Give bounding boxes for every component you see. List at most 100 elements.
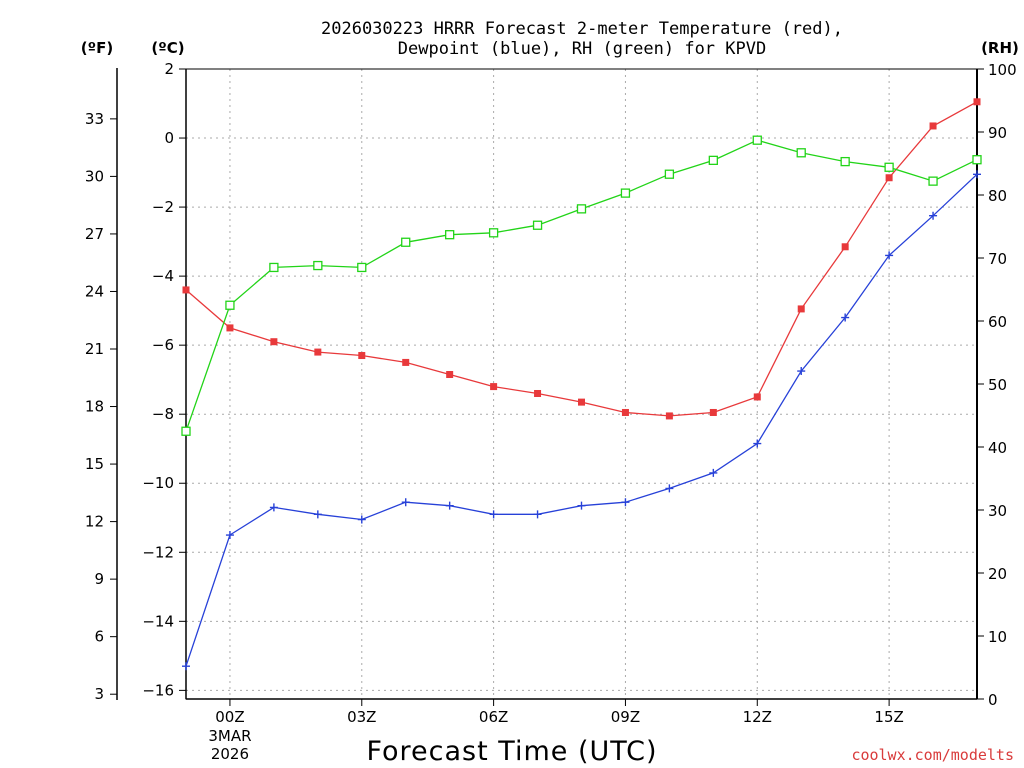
dewpoint-line: [185, 173, 978, 667]
2-meter-temperature-point: [578, 398, 585, 406]
celsius-tick-label: −12: [142, 543, 174, 561]
2-meter-temperature-point: [182, 286, 190, 294]
dewpoint-point: [357, 515, 366, 524]
fahrenheit-tick-label: 30: [85, 167, 104, 185]
rh-tick-label: 30: [988, 502, 1007, 520]
dewpoint-point: [797, 367, 806, 376]
rh-point: [576, 204, 587, 214]
rh-tick-label: 50: [988, 376, 1007, 394]
2-meter-temperature-point: [929, 122, 937, 130]
2-meter-temperature-point: [753, 393, 761, 401]
fahrenheit-tick-label: 24: [85, 282, 104, 300]
2-meter-temperature-series: [182, 98, 981, 420]
rh-point: [884, 162, 894, 172]
dewpoint-point: [929, 211, 938, 220]
2-meter-temperature-point: [885, 174, 893, 182]
fahrenheit-tick-label: 15: [85, 455, 104, 473]
fahrenheit-tick-label: 3: [94, 685, 104, 703]
celsius-unit-label: (ºC): [151, 39, 184, 57]
fahrenheit-tick-label: 33: [85, 110, 104, 128]
rh-tick-label: 100: [988, 61, 1017, 79]
celsius-tick-label: −16: [142, 681, 174, 699]
chart-title-line-1: 2026030223 HRRR Forecast 2-meter Tempera…: [321, 19, 843, 39]
rh-point: [181, 426, 191, 436]
fahrenheit-tick-label: 18: [85, 398, 104, 416]
dewpoint-point: [445, 501, 454, 510]
data-series: [181, 98, 982, 671]
dewpoint-point: [182, 662, 190, 671]
fahrenheit-tick-label: 9: [94, 570, 104, 588]
dewpoint-point: [401, 498, 410, 507]
dewpoint-point: [621, 498, 630, 507]
rh-tick-label: 10: [988, 628, 1007, 646]
2-meter-temperature-point: [709, 408, 717, 416]
x-tick-label: 09Z: [611, 708, 640, 726]
2-meter-temperature-point: [446, 371, 454, 379]
dewpoint-point: [489, 510, 498, 519]
rh-point: [488, 228, 499, 238]
rh-point: [708, 155, 718, 166]
fahrenheit-tick-label: 27: [85, 225, 104, 243]
x-tick-label: 00Z: [215, 708, 244, 726]
rh-unit-label: (RH): [981, 39, 1019, 57]
rh-point: [972, 155, 982, 165]
credit-text: coolwx.com/modelts: [851, 746, 1014, 764]
dewpoint-point: [885, 251, 894, 260]
rh-point: [796, 148, 806, 158]
2-meter-temperature-point: [973, 98, 981, 106]
axes: 20−2−4−6−8−10−12−14−16333027242118151296…: [85, 60, 1017, 763]
x-tick-date-label: 3MAR: [208, 727, 251, 745]
celsius-tick-label: −8: [152, 405, 174, 423]
dewpoint-point: [225, 531, 234, 540]
rh-point: [313, 260, 323, 271]
rh-tick-label: 40: [988, 439, 1007, 457]
2-meter-temperature-point: [270, 338, 278, 346]
rh-point: [532, 220, 543, 230]
dewpoint-point: [841, 313, 850, 322]
2-meter-temperature-point: [490, 383, 498, 391]
dewpoint-point: [533, 510, 542, 519]
x-tick-label: 12Z: [743, 708, 772, 726]
rh-point: [752, 135, 762, 145]
celsius-tick-label: −10: [142, 474, 174, 492]
rh-tick-label: 60: [988, 313, 1007, 331]
fahrenheit-tick-label: 6: [94, 628, 104, 646]
rh-point: [225, 300, 235, 310]
celsius-tick-label: −2: [152, 198, 174, 216]
dewpoint-point: [269, 503, 278, 512]
celsius-tick-label: −4: [152, 267, 174, 285]
2-meter-temperature-point: [797, 305, 805, 313]
x-tick-label: 15Z: [874, 708, 903, 726]
fahrenheit-tick-label: 12: [85, 513, 104, 531]
x-axis-title: Forecast Time (UTC): [366, 736, 657, 767]
2-meter-temperature-line: [185, 101, 978, 417]
rh-tick-label: 0: [988, 691, 998, 709]
2-meter-temperature-point: [841, 243, 849, 251]
celsius-tick-label: 2: [164, 60, 174, 78]
rh-point: [928, 176, 938, 186]
rh-point: [445, 230, 455, 240]
rh-series: [181, 135, 982, 436]
x-tick-year-label: 2026: [211, 745, 249, 763]
2-meter-temperature-point: [534, 389, 542, 397]
x-tick-label: 03Z: [347, 708, 376, 726]
dewpoint-point: [577, 501, 586, 510]
2-meter-temperature-point: [314, 348, 322, 356]
2-meter-temperature-point: [621, 408, 629, 416]
rh-point: [401, 237, 411, 247]
dewpoint-point: [313, 510, 322, 519]
dewpoint-point: [709, 468, 718, 477]
fahrenheit-unit-label: (ºF): [81, 39, 113, 57]
rh-point: [357, 262, 367, 273]
chart-title-line-2: Dewpoint (blue), RH (green) for KPVD: [398, 39, 766, 59]
rh-tick-label: 20: [988, 565, 1007, 583]
dewpoint-point: [665, 484, 674, 493]
rh-tick-label: 80: [988, 187, 1007, 205]
dewpoint-point: [973, 170, 981, 179]
rh-tick-label: 90: [988, 124, 1007, 142]
rh-point: [269, 262, 279, 273]
2-meter-temperature-point: [402, 358, 410, 366]
celsius-tick-label: −6: [152, 336, 174, 354]
2-meter-temperature-point: [665, 412, 673, 420]
